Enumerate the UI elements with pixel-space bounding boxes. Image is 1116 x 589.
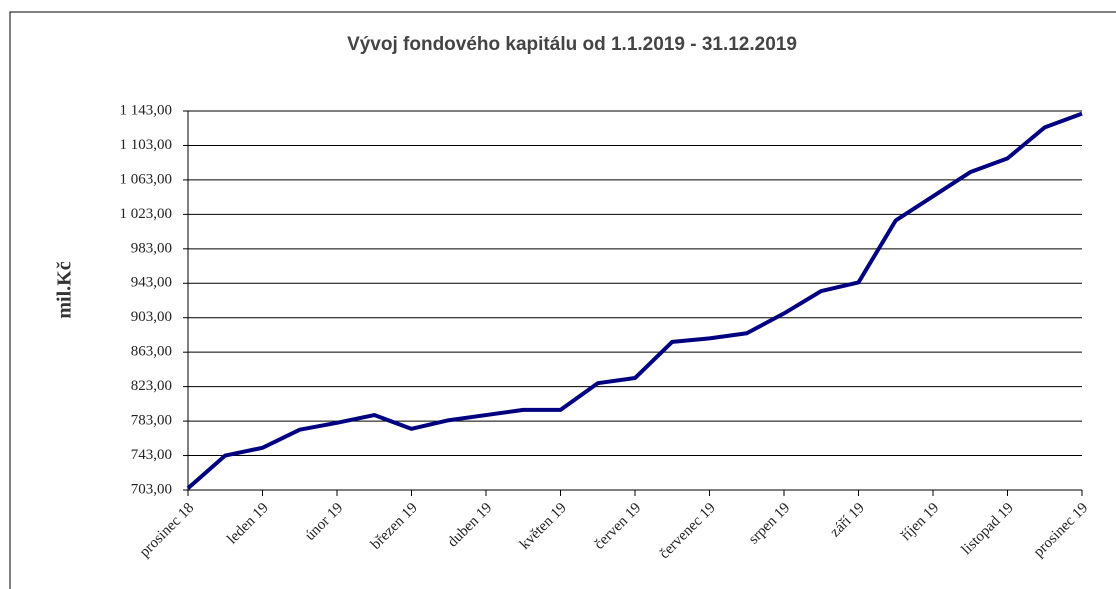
y-tick-label: 1 143,00	[120, 102, 173, 118]
y-tick-label: 703,00	[131, 481, 172, 497]
x-tick-label: prosinec 18	[137, 500, 198, 561]
y-tick-label: 863,00	[131, 344, 172, 360]
x-tick-label: květen 19	[517, 500, 570, 553]
data-line	[186, 111, 1083, 490]
x-tick-label: srpen 19	[746, 500, 794, 548]
y-tick-label: 943,00	[131, 275, 172, 291]
x-tick-label: únor 19	[302, 500, 346, 544]
x-tick-label: březen 19	[368, 500, 421, 553]
x-tick-label: duben 19	[445, 500, 496, 551]
chart-title: Vývoj fondového kapitálu od 1.1.2019 - 3…	[347, 34, 797, 55]
x-tick-label: červen 19	[591, 500, 644, 553]
x-tick-label: říjen 19	[898, 500, 942, 544]
x-tick-label: červenec 19	[657, 500, 719, 562]
y-tick-label: 903,00	[131, 309, 172, 325]
x-tick-label: listopad 19	[959, 500, 1017, 558]
y-tick-label: 1 063,00	[120, 171, 173, 187]
x-tick-label: prosinec 19	[1031, 500, 1092, 561]
y-tick-label: 1 023,00	[120, 206, 173, 222]
x-tick-label: září 19	[827, 500, 867, 540]
y-tick-label: 983,00	[131, 240, 172, 256]
chart-frame	[9, 11, 1116, 589]
y-tick-label: 1 103,00	[120, 137, 173, 153]
y-tick-label: 823,00	[131, 378, 172, 394]
y-axis-label: mil.Kč	[54, 261, 76, 318]
y-tick-label: 783,00	[131, 413, 172, 429]
x-tick-label: leden 19	[224, 500, 272, 548]
y-tick-label: 743,00	[131, 447, 172, 463]
